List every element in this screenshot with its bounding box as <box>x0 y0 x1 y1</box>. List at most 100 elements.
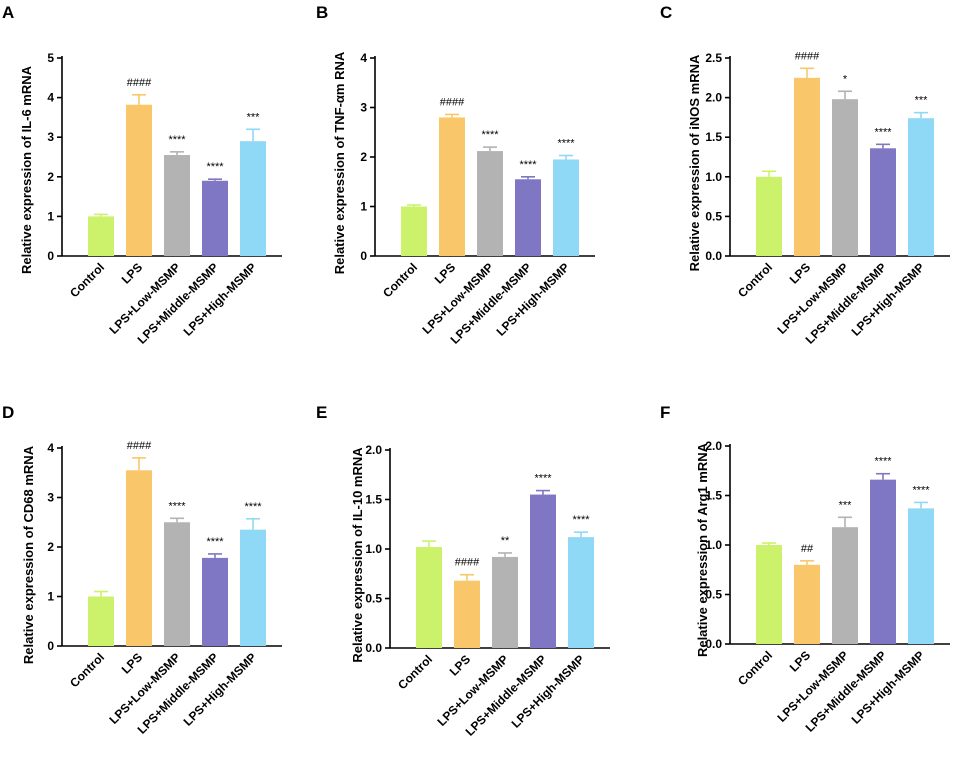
significance-label: **** <box>168 500 186 512</box>
bar-lps-middle-msmp <box>530 494 556 648</box>
bar-control <box>401 206 427 256</box>
bar-lps <box>454 580 480 648</box>
significance-label: **** <box>912 484 930 496</box>
bar-lps <box>126 470 152 646</box>
bar-lps <box>126 104 152 256</box>
bar-lps-middle-msmp <box>515 179 541 256</box>
y-tick-label: 1.0 <box>365 542 382 556</box>
y-tick-label: 2.5 <box>705 51 722 65</box>
bar-lps <box>439 117 465 257</box>
category-label: LPS <box>119 650 145 676</box>
bar-lps-low-msmp <box>164 155 190 256</box>
significance-label: ## <box>801 543 814 555</box>
y-tick-label: 1 <box>47 209 54 223</box>
y-tick-label: 0.5 <box>705 209 722 223</box>
chart-panel-d: D 0 1 2 3 4 Relative expression of CD68 mRNA Co… <box>2 403 282 737</box>
significance-label: #### <box>795 50 820 62</box>
bar-control <box>88 216 114 256</box>
y-tick-label: 1.0 <box>705 538 722 552</box>
significance-label: **** <box>206 161 224 173</box>
bar-control <box>756 545 782 644</box>
bar-lps-low-msmp <box>492 556 518 648</box>
panel-letter: A <box>2 3 14 22</box>
category-label: Control <box>67 650 107 690</box>
category-label: LPS+High-MSMP <box>509 652 587 730</box>
significance-label: **** <box>168 134 186 146</box>
y-tick-label: 2.0 <box>705 439 722 453</box>
significance-label: **** <box>534 473 552 485</box>
y-tick-label: 1.5 <box>365 493 382 507</box>
y-tick-label: 5 <box>47 51 54 65</box>
bar-lps-high-msmp <box>240 141 266 256</box>
y-tick-label: 0.5 <box>365 592 382 606</box>
significance-label: **** <box>244 501 262 513</box>
panel-letter: C <box>660 3 672 22</box>
y-tick-label: 0 <box>360 249 367 263</box>
category-label: LPS <box>787 260 813 286</box>
bar-lps-high-msmp <box>553 159 579 256</box>
category-label: Control <box>380 260 420 300</box>
category-label: LPS <box>447 652 473 678</box>
y-tick-label: 0.0 <box>705 249 722 263</box>
y-tick-label: 0 <box>47 249 54 263</box>
category-label: LPS+High-MSMP <box>849 648 927 726</box>
y-axis-title: Relative expression of TNF-αm RNA <box>332 51 347 274</box>
category-label: Control <box>735 648 775 688</box>
significance-label: **** <box>206 536 224 548</box>
y-tick-label: 1 <box>47 590 54 604</box>
y-tick-label: 4 <box>47 91 54 105</box>
y-axis-title: Relative expression of IL-6 mRNA <box>19 65 34 274</box>
panel-letter: F <box>660 403 670 422</box>
category-label: Control <box>395 652 435 692</box>
bar-lps-high-msmp <box>908 118 934 256</box>
bar-lps-low-msmp <box>832 99 858 257</box>
significance-label: **** <box>874 456 892 468</box>
bar-control <box>416 547 442 648</box>
significance-label: #### <box>127 77 152 89</box>
category-label: LPS+High-MSMP <box>494 260 572 338</box>
bar-lps-middle-msmp <box>870 479 896 644</box>
category-label: LPS+High-MSMP <box>181 650 259 728</box>
bar-lps <box>794 77 820 256</box>
bar-lps-low-msmp <box>164 522 190 646</box>
significance-label: #### <box>455 557 480 569</box>
bar-lps-middle-msmp <box>870 148 896 256</box>
chart-panel-b: B 0 1 2 3 4 Relative expression of TNF-αm RNA C… <box>316 3 595 347</box>
category-label: LPS+High-MSMP <box>181 260 259 338</box>
y-axis-title: Relative expression of IL-10 mRNA <box>350 447 365 663</box>
significance-label: **** <box>572 514 590 526</box>
y-tick-label: 1 <box>360 200 367 214</box>
category-label: LPS <box>432 260 458 286</box>
y-tick-label: 4 <box>360 51 367 65</box>
y-tick-label: 0.0 <box>705 637 722 651</box>
category-label: LPS <box>787 648 813 674</box>
panel-letter: D <box>2 403 14 422</box>
bar-lps-high-msmp <box>240 529 266 646</box>
significance-label: **** <box>874 126 892 138</box>
significance-label: *** <box>247 111 261 123</box>
significance-label: **** <box>481 129 499 141</box>
bar-lps-middle-msmp <box>202 180 228 256</box>
bar-control <box>88 596 114 646</box>
bar-lps-middle-msmp <box>202 557 228 646</box>
y-tick-label: 2.0 <box>705 91 722 105</box>
y-tick-label: 0.5 <box>705 588 722 602</box>
significance-label: * <box>843 73 848 85</box>
significance-label: #### <box>440 96 465 108</box>
y-axis-title: Relative expression of CD68 mRNA <box>21 445 36 664</box>
category-label: Control <box>67 260 107 300</box>
significance-label: **** <box>557 138 575 150</box>
bar-lps-high-msmp <box>568 537 594 648</box>
bar-lps <box>794 564 820 644</box>
significance-label: ** <box>501 535 510 547</box>
category-label: LPS <box>119 260 145 286</box>
bar-lps-low-msmp <box>477 151 503 256</box>
y-tick-label: 3 <box>47 491 54 505</box>
significance-label: *** <box>839 499 853 511</box>
panel-letter: B <box>316 3 328 22</box>
bar-lps-high-msmp <box>908 508 934 644</box>
bar-lps-low-msmp <box>832 527 858 644</box>
